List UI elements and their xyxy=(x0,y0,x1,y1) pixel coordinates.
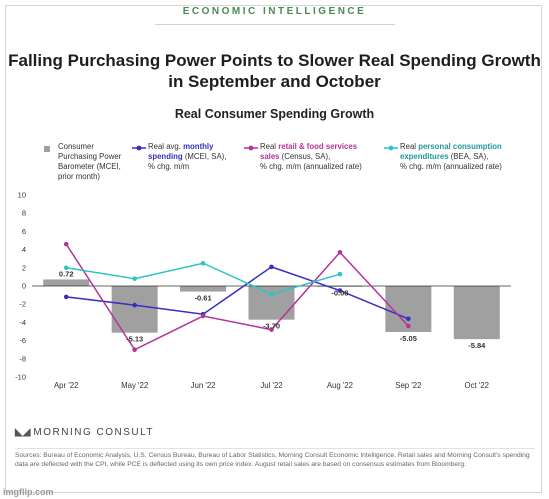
sources-note: Sources: Bureau of Economic Analysis, U.… xyxy=(15,452,530,468)
series-point-1 xyxy=(269,327,274,332)
x-tick-label: May '22 xyxy=(121,381,148,390)
y-tick-label: 2 xyxy=(22,263,26,272)
series-point-2 xyxy=(132,276,137,282)
legend-pink-pre: Real xyxy=(260,142,279,151)
bar-data-label: -0.61 xyxy=(195,294,212,303)
legend-barometer-line4: prior month) xyxy=(58,172,101,181)
bar-data-label: -3.70 xyxy=(263,322,280,331)
legend-teal-highlight-1: personal consumption xyxy=(418,142,502,151)
bar xyxy=(453,286,500,340)
bar xyxy=(248,286,295,320)
y-tick-label: -4 xyxy=(19,318,26,327)
legend-blue-line3: % chg. m/m xyxy=(148,162,190,171)
legend-teal-pre: Real xyxy=(400,142,419,151)
x-tick-label: Jun '22 xyxy=(191,381,216,390)
x-tick-label: Oct '22 xyxy=(465,381,489,390)
y-tick-label: -6 xyxy=(19,336,26,345)
logo-text: MORNING CONSULT xyxy=(33,427,155,438)
teal-line-swatch-icon xyxy=(384,145,398,151)
y-tick-label: -10 xyxy=(15,373,26,382)
legend-blue-post: (MCEI, SA), xyxy=(182,152,227,161)
x-tick-label: Apr '22 xyxy=(54,381,78,390)
y-tick-label: 10 xyxy=(18,191,26,200)
brand-label: ECONOMIC INTELLIGENCE xyxy=(182,6,367,17)
morning-consult-logo: ◣◢ MORNING CONSULT xyxy=(15,427,154,438)
legend-teal-post: (BEA, SA), xyxy=(448,152,489,161)
y-tick-label: -2 xyxy=(19,300,26,309)
x-tick-label: Jul '22 xyxy=(260,381,282,390)
y-tick-label: 6 xyxy=(22,227,26,236)
chart-frame xyxy=(5,5,542,493)
chart-title: Real Consumer Spending Growth xyxy=(174,107,375,121)
series-point-1 xyxy=(200,313,206,319)
y-tick-label: 4 xyxy=(22,245,26,254)
series-point-0 xyxy=(269,264,274,270)
bar-data-label: 0.72 xyxy=(59,269,74,278)
series-point-0 xyxy=(63,294,69,300)
headline-line-2: in September and October xyxy=(168,72,381,91)
y-tick-label: -8 xyxy=(19,354,26,363)
series-point-1 xyxy=(132,347,137,353)
legend-blue-highlight-2: spending xyxy=(148,152,183,161)
legend-pink-highlight-2: sales xyxy=(260,152,280,161)
legend-teal-line3: % chg. m/m (annualized rate) xyxy=(400,162,502,171)
legend-blue-pre: Real avg. xyxy=(148,142,184,151)
legend-pink-highlight-1: retail & food services xyxy=(278,142,358,151)
series-point-0 xyxy=(406,316,411,322)
footer-divider xyxy=(15,448,535,449)
y-tick-label: 8 xyxy=(22,209,26,218)
pink-line-swatch-icon xyxy=(244,145,258,151)
series-point-2 xyxy=(200,260,206,266)
series-point-2 xyxy=(269,291,274,297)
series-line-0 xyxy=(66,266,409,320)
legend-barometer-line1: Consumer xyxy=(58,142,94,151)
legend-pink-post: (Census, SA), xyxy=(279,152,331,161)
bar-data-label: -5.13 xyxy=(126,335,143,344)
series-point-2 xyxy=(63,265,69,271)
blue-line-swatch-icon xyxy=(132,145,146,151)
bar-swatch-icon xyxy=(44,146,50,152)
legend-barometer-line2: Purchasing Power xyxy=(58,152,122,161)
bar xyxy=(43,279,90,286)
series-point-2 xyxy=(337,271,343,277)
series-point-1 xyxy=(337,250,343,255)
y-tick-label: 0 xyxy=(22,282,26,291)
series-line-1 xyxy=(65,243,409,351)
series-point-0 xyxy=(337,288,343,293)
bar xyxy=(180,286,227,292)
headline: Falling Purchasing Power Points to Slowe… xyxy=(0,50,549,92)
series-point-1 xyxy=(63,241,69,247)
watermark: imgflip.com xyxy=(3,487,54,497)
legend-pink-line3: % chg. m/m (annualized rate) xyxy=(260,162,362,171)
bar-data-label: -0.08 xyxy=(331,289,348,298)
legend-teal-highlight-2: expenditures xyxy=(400,152,449,161)
series-point-1 xyxy=(406,323,411,329)
mc-logo-icon: ◣◢ xyxy=(15,427,31,438)
x-tick-label: Aug '22 xyxy=(327,381,353,390)
legend-barometer-line3: Barometer (MCEI, xyxy=(58,162,121,171)
bar-data-label: -5.05 xyxy=(400,334,417,343)
series-point-0 xyxy=(132,302,137,308)
bar-data-label: -5.84 xyxy=(468,341,486,350)
spending-growth-chart: 10 8 6 4 2 0 -2 -4 -6 -8 -10 0.72 -5.13 -0.61 -3.70 -0.… xyxy=(15,191,511,390)
headline-line-1: Falling Purchasing Power Points to Slowe… xyxy=(8,51,541,70)
legend-blue-highlight-1: monthly xyxy=(183,142,214,151)
x-tick-label: Sep '22 xyxy=(395,381,421,390)
brand-divider xyxy=(155,24,395,25)
